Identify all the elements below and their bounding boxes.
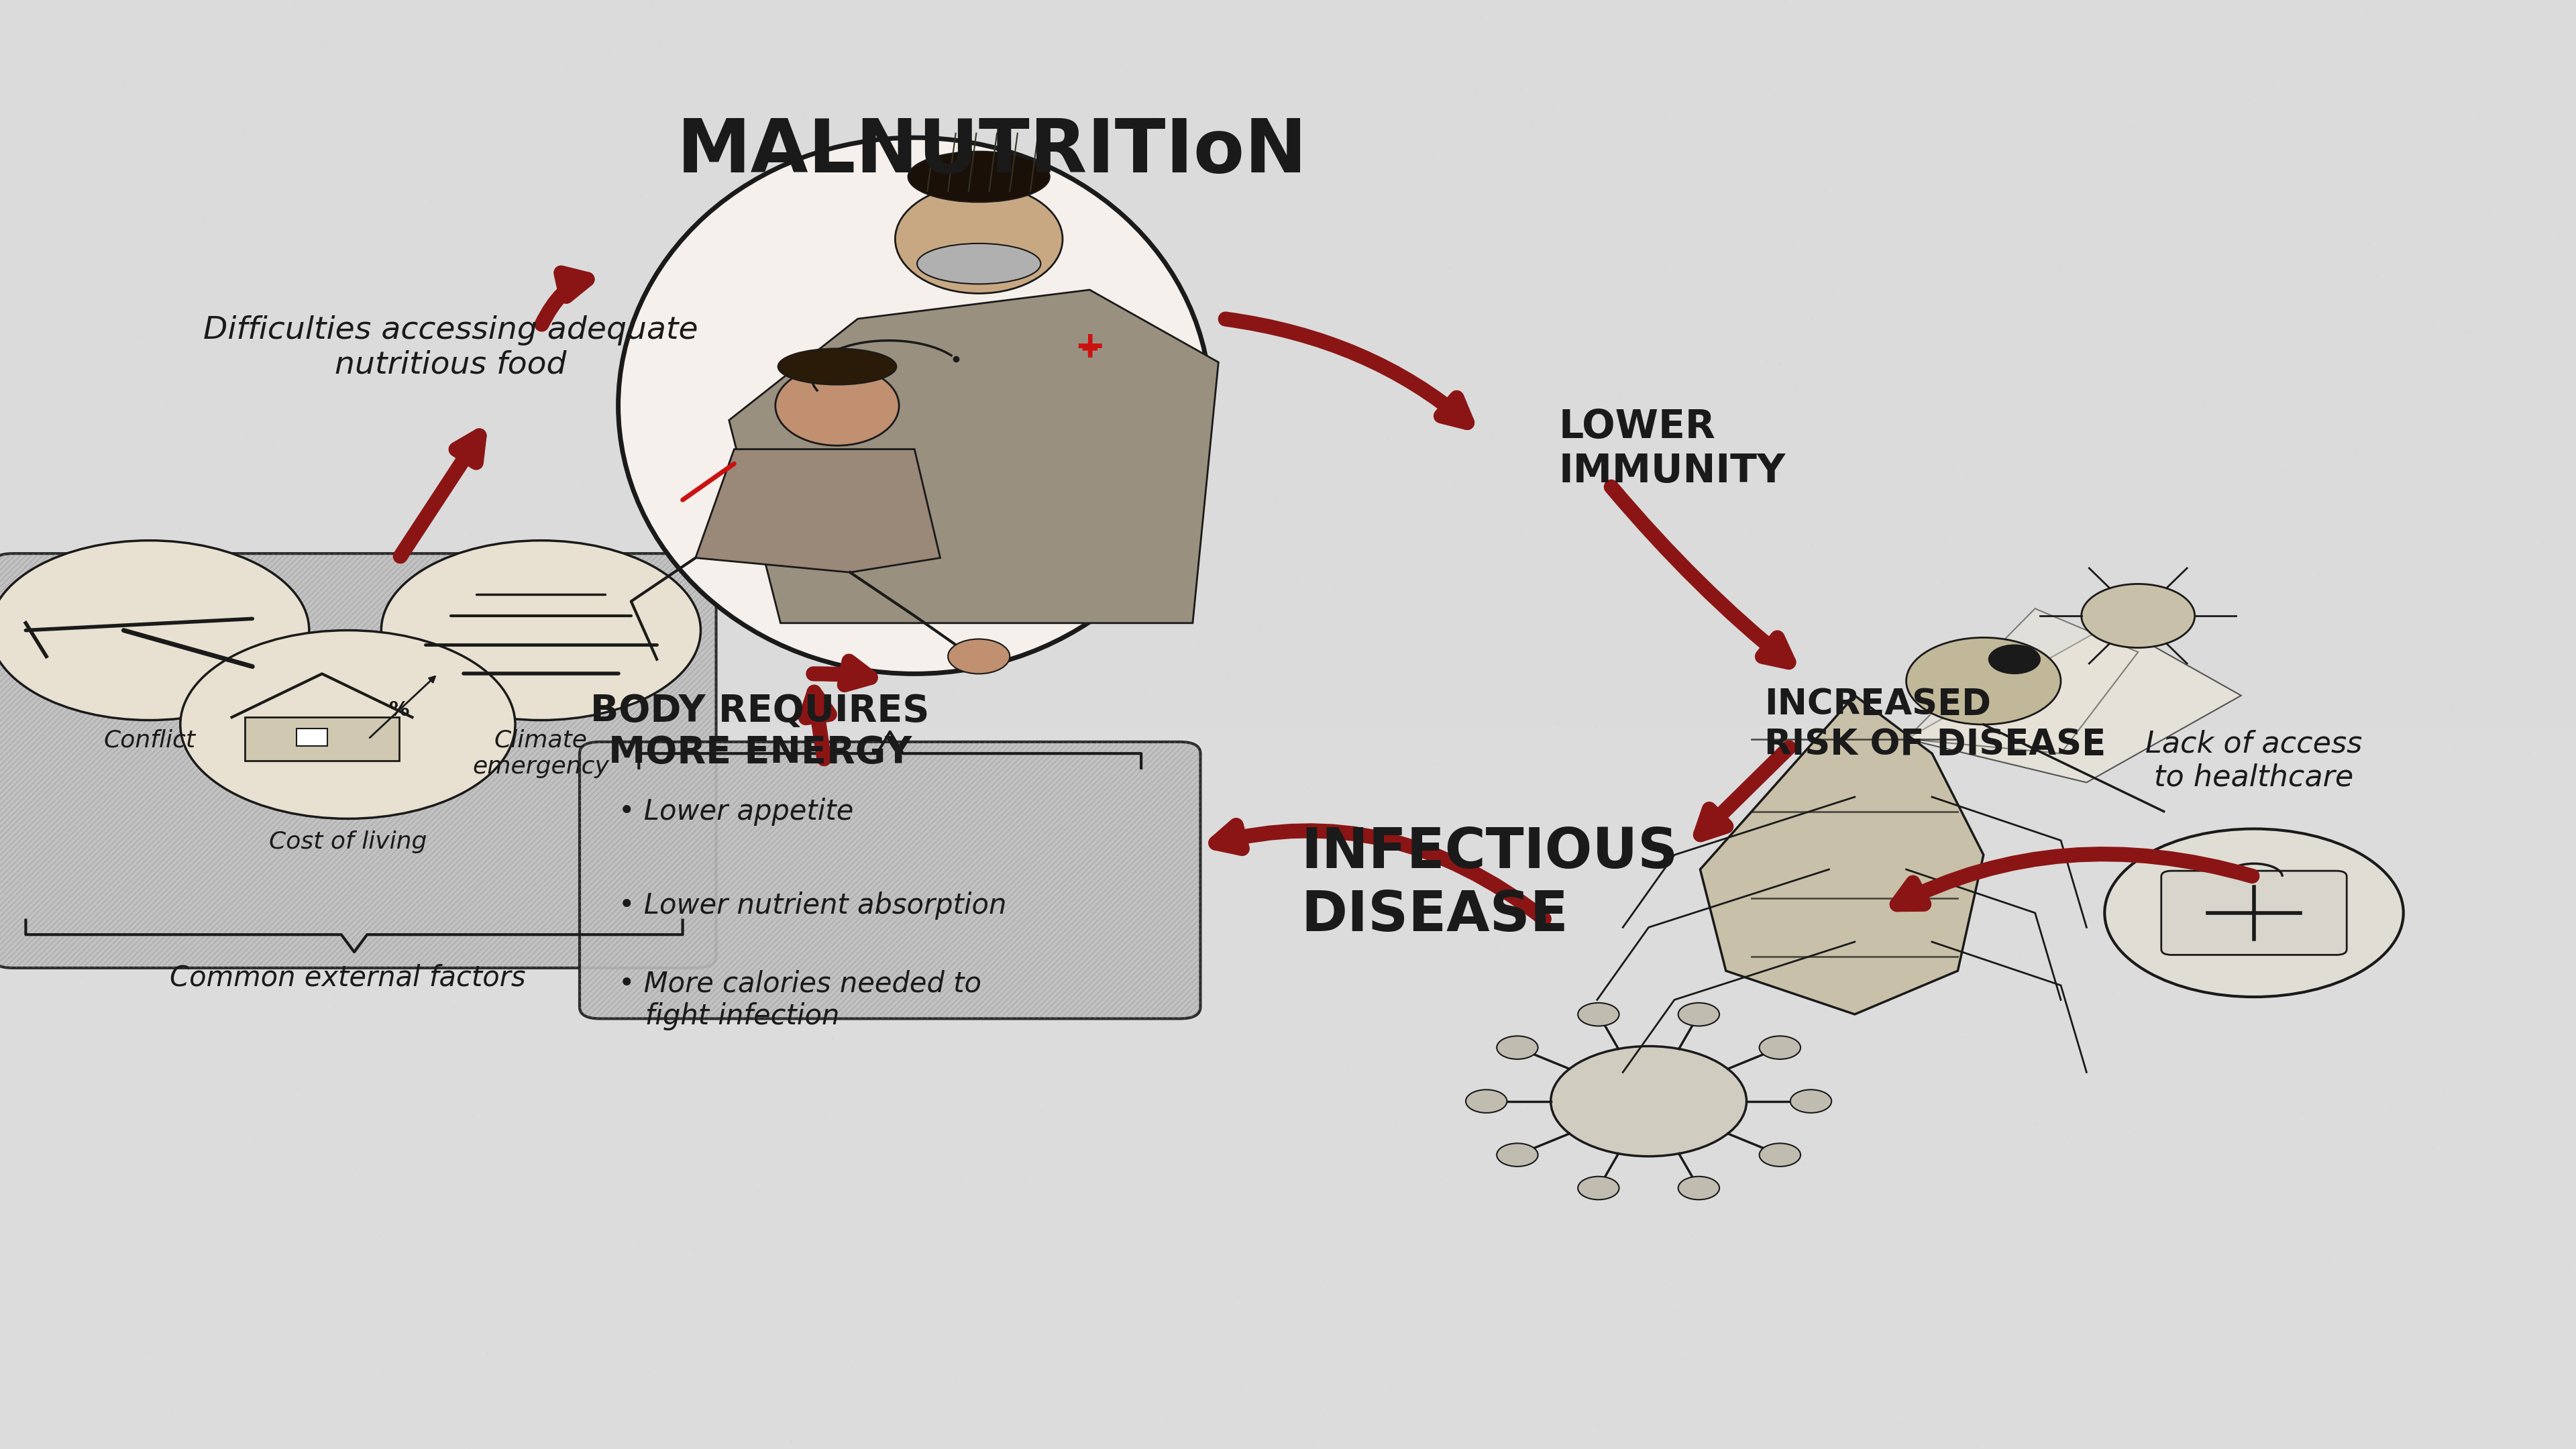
Text: INFECTIOUS
DISEASE: INFECTIOUS DISEASE xyxy=(1301,826,1677,942)
Text: Conflict: Conflict xyxy=(103,729,196,752)
FancyBboxPatch shape xyxy=(0,554,716,968)
Text: +: + xyxy=(1074,330,1105,367)
Ellipse shape xyxy=(775,365,899,446)
Bar xyxy=(0,0,2576,724)
Circle shape xyxy=(2105,829,2403,997)
Bar xyxy=(296,729,327,746)
Text: Common external factors: Common external factors xyxy=(170,964,526,993)
Text: • Lower appetite: • Lower appetite xyxy=(618,797,853,826)
Text: MALNUTRITIoN: MALNUTRITIoN xyxy=(677,116,1306,188)
Circle shape xyxy=(1579,1177,1620,1200)
Text: Cost of living: Cost of living xyxy=(268,830,428,853)
Polygon shape xyxy=(729,290,1218,623)
Circle shape xyxy=(1759,1143,1801,1166)
Circle shape xyxy=(1497,1036,1538,1059)
FancyBboxPatch shape xyxy=(580,742,1200,1019)
Circle shape xyxy=(1906,638,2061,724)
Circle shape xyxy=(1677,1177,1718,1200)
Circle shape xyxy=(1790,1090,1832,1113)
Circle shape xyxy=(1551,1046,1747,1156)
Ellipse shape xyxy=(618,138,1211,674)
Circle shape xyxy=(948,639,1010,674)
Polygon shape xyxy=(1906,609,2138,753)
Circle shape xyxy=(1759,1036,1801,1059)
Text: • More calories needed to
   fight infection: • More calories needed to fight infectio… xyxy=(618,969,981,1030)
Text: • Lower nutrient absorption: • Lower nutrient absorption xyxy=(618,891,1007,920)
Polygon shape xyxy=(1700,696,1984,1014)
Circle shape xyxy=(381,540,701,720)
Text: LOWER
IMMUNITY: LOWER IMMUNITY xyxy=(1558,409,1785,490)
Text: BODY REQUIRES
MORE ENERGY: BODY REQUIRES MORE ENERGY xyxy=(590,693,930,771)
Text: Lack of access
to healthcare: Lack of access to healthcare xyxy=(2146,730,2362,791)
Circle shape xyxy=(1989,645,2040,674)
Polygon shape xyxy=(696,449,940,572)
Circle shape xyxy=(1497,1143,1538,1166)
Ellipse shape xyxy=(896,185,1061,293)
Text: Climate
emergency: Climate emergency xyxy=(471,729,611,778)
Ellipse shape xyxy=(917,243,1041,284)
FancyBboxPatch shape xyxy=(2161,871,2347,955)
Bar xyxy=(245,717,399,761)
Polygon shape xyxy=(1906,623,2241,782)
Text: %: % xyxy=(389,700,410,720)
Text: Difficulties accessing adequate
nutritious food: Difficulties accessing adequate nutritio… xyxy=(204,316,698,380)
Ellipse shape xyxy=(778,349,896,385)
Ellipse shape xyxy=(909,151,1051,201)
Text: INCREASED
RISK OF DISEASE: INCREASED RISK OF DISEASE xyxy=(1765,687,2107,762)
Circle shape xyxy=(180,630,515,819)
Text: ✚: ✚ xyxy=(1082,341,1097,361)
Circle shape xyxy=(0,540,309,720)
Circle shape xyxy=(1677,1003,1718,1026)
Circle shape xyxy=(1579,1003,1620,1026)
Circle shape xyxy=(1466,1090,1507,1113)
Circle shape xyxy=(2081,584,2195,648)
